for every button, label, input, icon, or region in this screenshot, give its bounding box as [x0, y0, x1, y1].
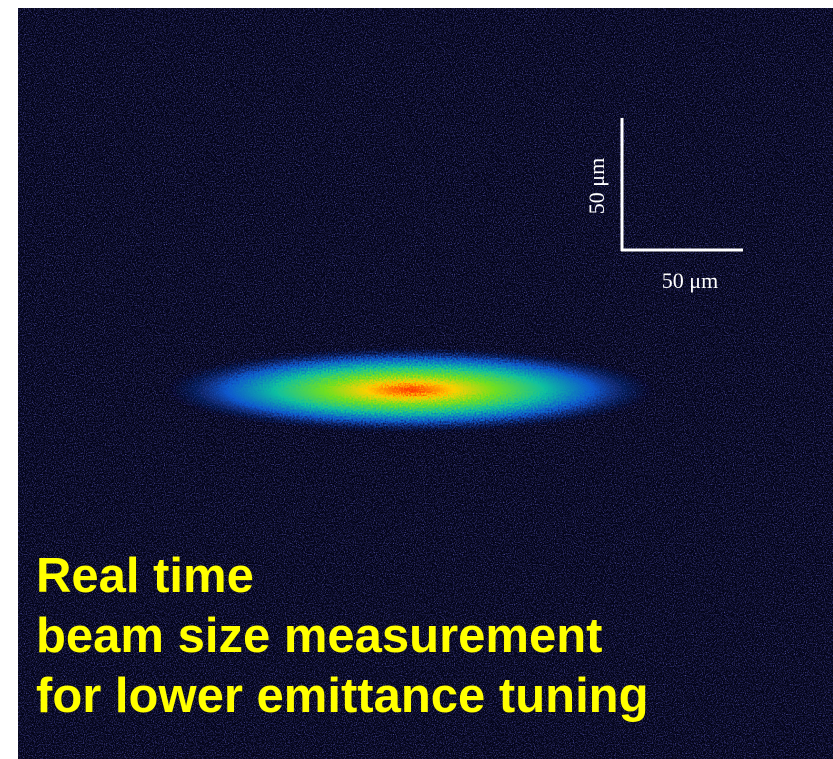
caption-line: Real time — [36, 549, 254, 603]
scale-bar: 50 μm 50 μm — [584, 118, 743, 293]
beam-spot — [165, 348, 655, 432]
caption-line: for lower emittance tuning — [36, 669, 649, 723]
caption: Real time beam size measurement for lowe… — [36, 549, 649, 723]
caption-line: beam size measurement — [36, 609, 603, 663]
scale-label-vertical: 50 μm — [584, 158, 609, 214]
scale-label-horizontal: 50 μm — [662, 268, 718, 293]
